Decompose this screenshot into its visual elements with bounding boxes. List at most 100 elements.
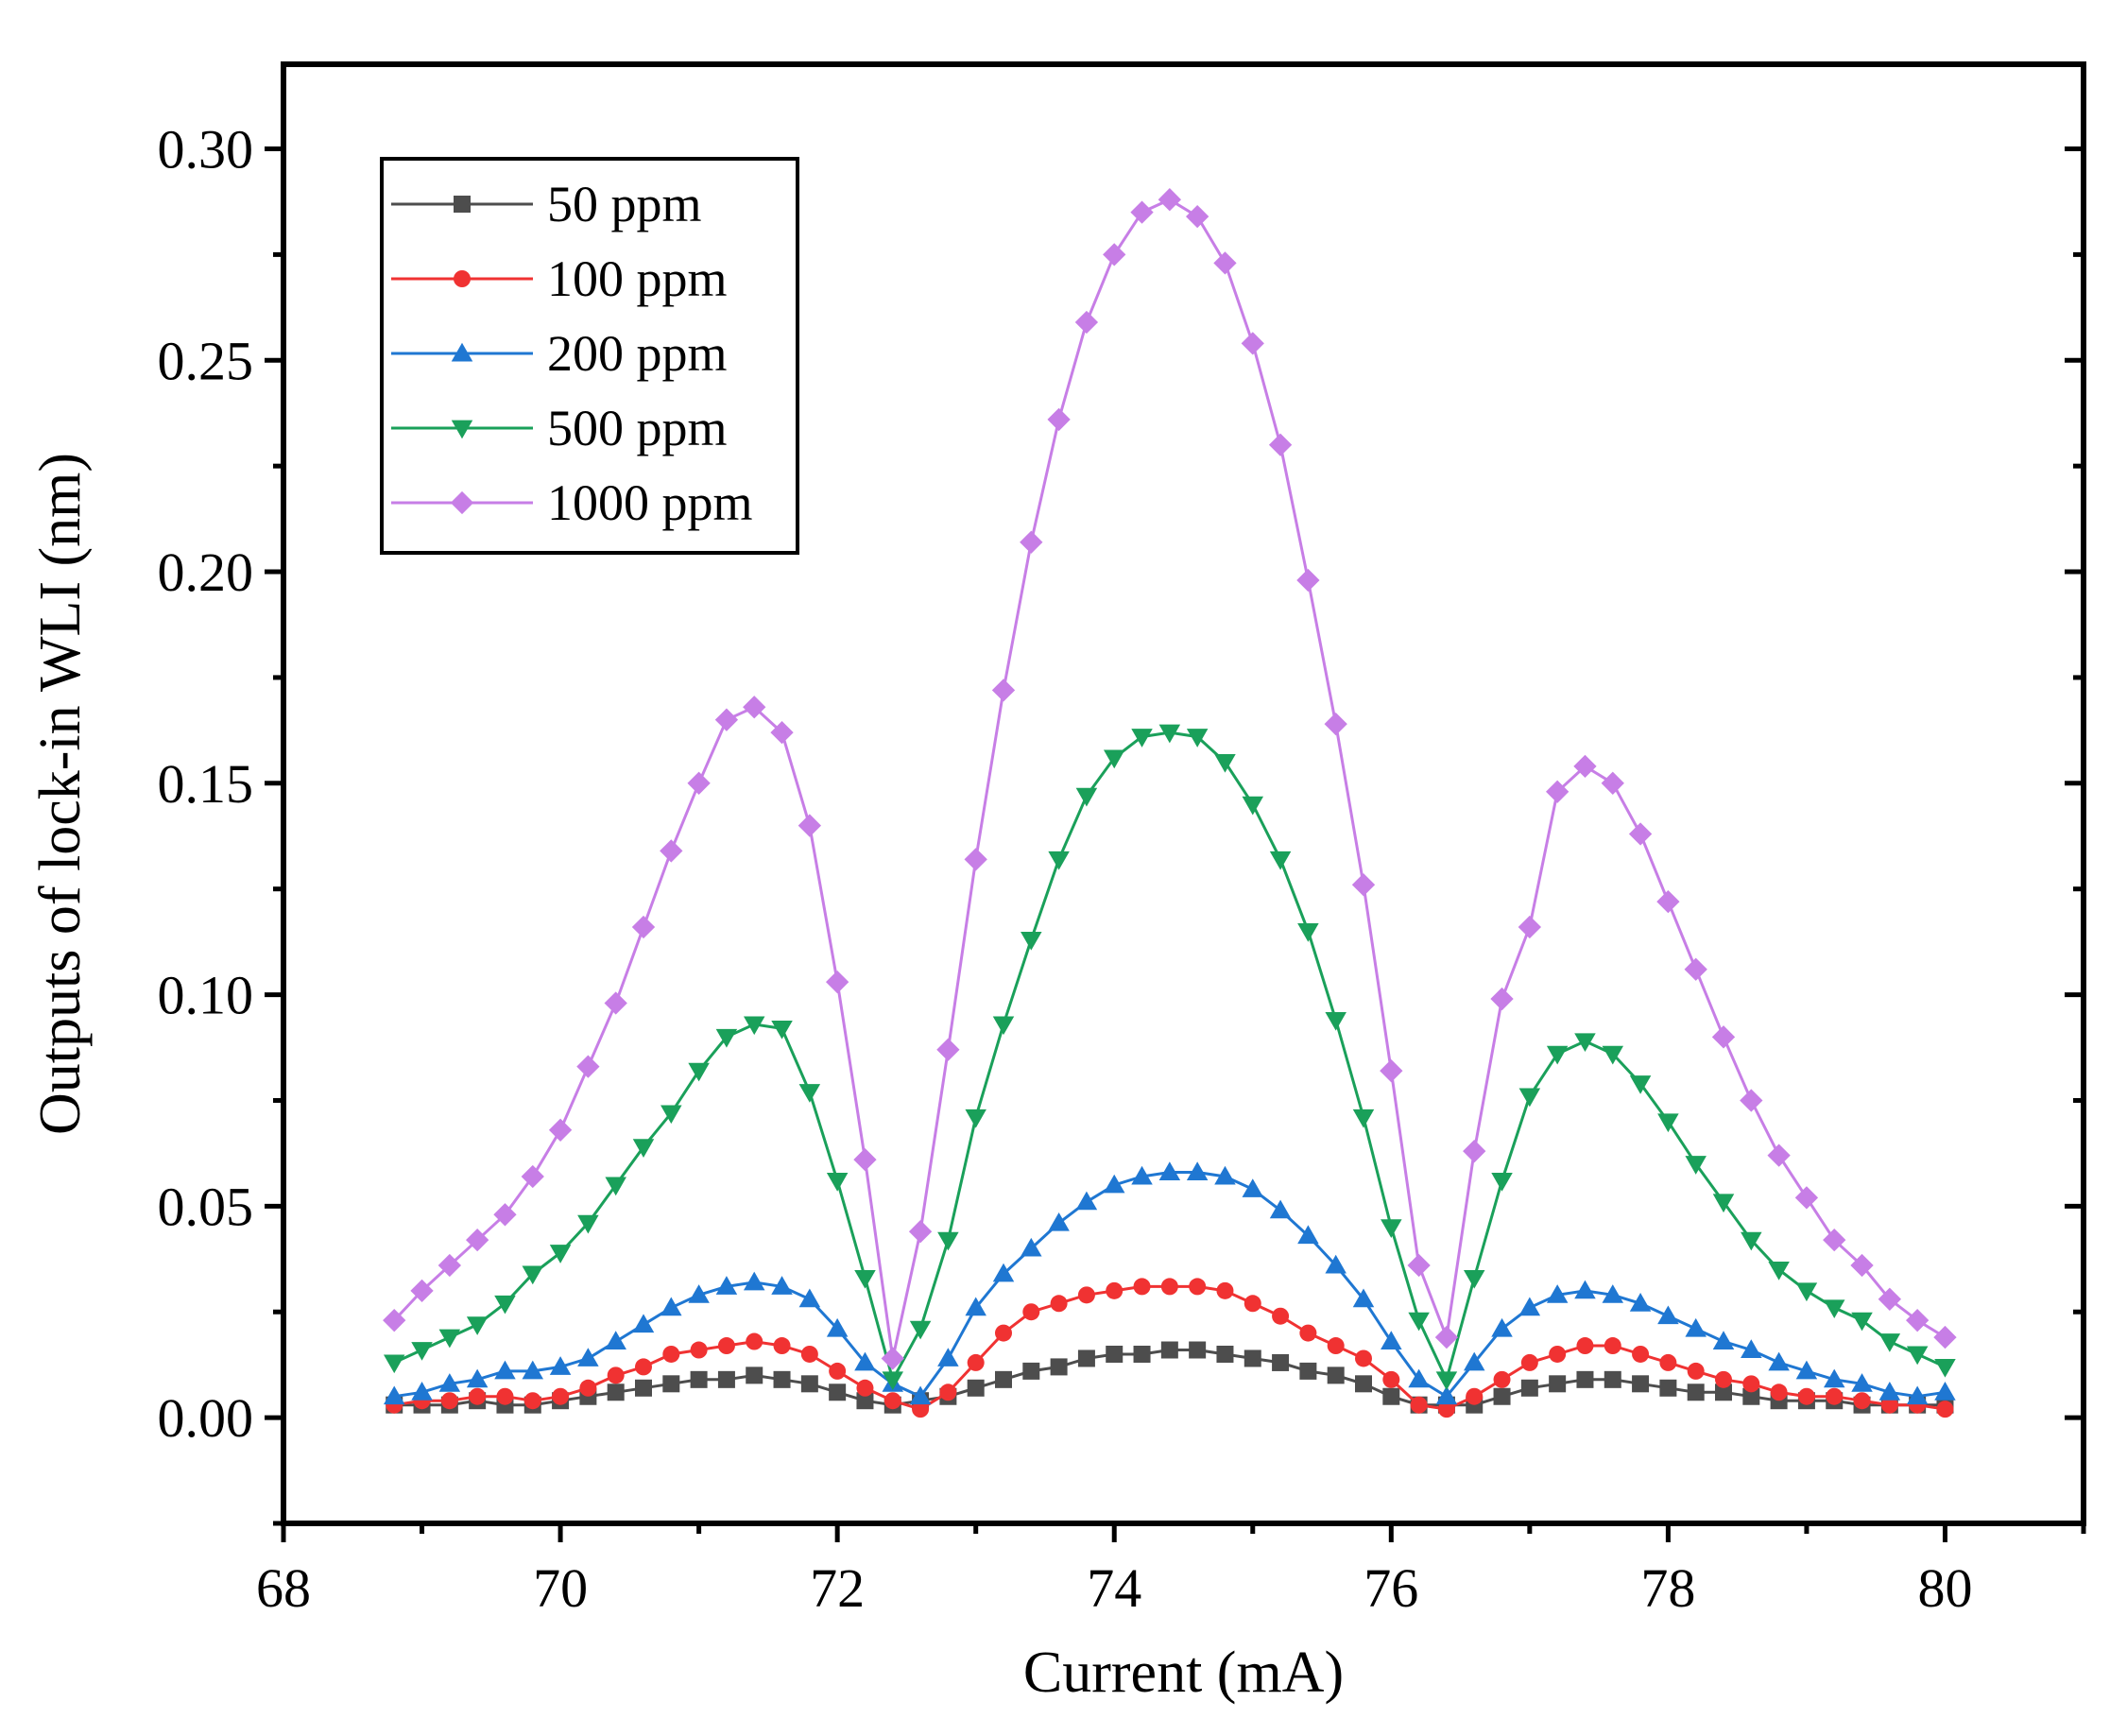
y-tick-label: 0.30 xyxy=(158,119,254,180)
data-point xyxy=(965,1297,986,1316)
data-point xyxy=(1797,1387,1815,1405)
data-point xyxy=(1850,1253,1874,1278)
data-point xyxy=(1520,1379,1538,1397)
y-tick-label: 0.25 xyxy=(158,330,254,391)
data-point xyxy=(881,1347,904,1370)
data-point xyxy=(1463,1140,1486,1163)
data-point xyxy=(438,1329,461,1349)
legend-marker xyxy=(454,196,471,213)
series-layer xyxy=(383,188,1957,1418)
x-tick-label: 78 xyxy=(1640,1557,1695,1619)
data-point xyxy=(687,771,711,795)
data-point xyxy=(662,1345,680,1363)
data-point xyxy=(1213,251,1237,275)
data-point xyxy=(1021,1237,1042,1257)
legend-box xyxy=(380,157,799,555)
data-point xyxy=(908,1220,933,1244)
data-point xyxy=(1186,729,1209,748)
data-point xyxy=(995,1370,1012,1388)
legend-entry: 500 ppm xyxy=(391,400,728,456)
data-point xyxy=(494,1295,516,1315)
data-point xyxy=(662,1375,680,1393)
data-point xyxy=(1103,749,1125,769)
data-point xyxy=(1490,987,1514,1011)
data-point xyxy=(1493,1387,1511,1405)
data-point xyxy=(577,1214,599,1234)
data-point xyxy=(1077,1349,1095,1367)
data-point xyxy=(1546,1045,1569,1065)
data-point xyxy=(1074,310,1099,335)
data-point xyxy=(1272,1353,1290,1371)
data-point xyxy=(521,1164,544,1189)
data-point xyxy=(1382,1370,1400,1388)
data-point xyxy=(1685,1156,1707,1175)
data-point xyxy=(1244,1349,1261,1367)
legend-label: 500 ppm xyxy=(547,400,728,456)
legend-marker xyxy=(454,270,471,287)
data-point xyxy=(856,1379,874,1397)
legend-label: 100 ppm xyxy=(547,250,728,307)
data-point xyxy=(1659,1353,1677,1371)
data-point xyxy=(1493,1370,1511,1388)
data-point xyxy=(854,1269,876,1289)
data-point xyxy=(494,1360,516,1380)
data-point xyxy=(853,1147,877,1172)
data-point xyxy=(1715,1370,1732,1388)
data-point xyxy=(773,1370,791,1388)
data-point xyxy=(438,1373,461,1392)
data-point xyxy=(1269,851,1292,870)
data-point xyxy=(1103,1174,1125,1194)
data-point xyxy=(1355,1375,1372,1393)
y-tick-label: 0.15 xyxy=(158,753,254,815)
data-point xyxy=(1629,1293,1652,1312)
data-point xyxy=(937,1231,959,1251)
legend-entry: 100 ppm xyxy=(391,250,728,307)
data-point xyxy=(1050,1358,1068,1376)
data-point xyxy=(1491,1173,1513,1192)
series-100-ppm xyxy=(386,1278,1954,1418)
data-point xyxy=(1823,1368,1845,1388)
data-point xyxy=(411,1382,433,1401)
data-point xyxy=(717,1337,735,1355)
x-tick-label: 80 xyxy=(1917,1557,1972,1619)
data-point xyxy=(1576,1370,1594,1388)
data-point xyxy=(1632,1345,1650,1363)
data-point xyxy=(605,1177,626,1196)
data-point xyxy=(1077,1286,1095,1304)
data-point xyxy=(1768,1262,1790,1281)
data-point xyxy=(577,1348,599,1366)
data-point xyxy=(1407,1253,1431,1278)
data-point xyxy=(660,839,683,863)
data-point xyxy=(1826,1387,1844,1405)
data-point xyxy=(1795,1282,1818,1302)
data-point xyxy=(1160,1278,1178,1296)
data-point xyxy=(1518,915,1541,939)
data-point xyxy=(856,1392,874,1410)
data-point xyxy=(1632,1375,1650,1393)
data-point xyxy=(1604,1337,1621,1355)
data-point xyxy=(1408,1368,1430,1388)
data-point xyxy=(1050,1295,1068,1313)
data-point xyxy=(883,1392,901,1410)
data-point xyxy=(1712,1331,1735,1349)
data-point xyxy=(800,1375,818,1393)
data-point xyxy=(1297,923,1319,942)
data-point xyxy=(912,1401,930,1418)
data-point xyxy=(1715,1384,1732,1401)
data-point xyxy=(1131,1165,1153,1185)
data-point xyxy=(660,1105,682,1125)
x-tick-label: 76 xyxy=(1364,1557,1418,1619)
data-point xyxy=(1268,433,1293,456)
data-point xyxy=(1186,1161,1209,1180)
data-point xyxy=(466,1368,489,1388)
data-point xyxy=(1906,1346,1929,1366)
data-point xyxy=(909,1385,932,1405)
data-point xyxy=(1629,1075,1652,1094)
data-point xyxy=(1518,1088,1541,1108)
data-point xyxy=(771,1276,793,1295)
data-point xyxy=(1463,1269,1485,1289)
data-point xyxy=(1933,1325,1957,1349)
data-point xyxy=(1160,1341,1178,1359)
data-point xyxy=(1299,1324,1317,1342)
data-point xyxy=(660,1297,682,1316)
